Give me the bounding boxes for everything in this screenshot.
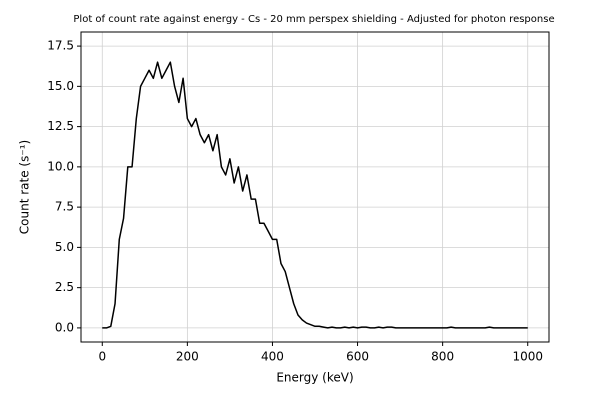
y-tick-label: 0.0 <box>55 320 74 334</box>
x-tick-label: 800 <box>431 350 454 364</box>
chart-title: Plot of count rate against energy - Cs -… <box>73 14 554 25</box>
data-line <box>102 61 528 329</box>
plot-frame <box>80 31 550 343</box>
y-tick-label: 15.0 <box>47 79 74 93</box>
x-tick-label: 400 <box>261 350 284 364</box>
y-tick-label: 17.5 <box>47 39 74 53</box>
y-tick-label: 12.5 <box>47 119 74 133</box>
y-axis-label: Count rate (s⁻¹) <box>18 140 32 234</box>
y-tick-label: 10.0 <box>47 159 74 173</box>
x-axis-label: Energy (keV) <box>276 371 353 385</box>
y-tick-label: 7.5 <box>55 200 74 214</box>
y-tick-label: 5.0 <box>55 240 74 254</box>
x-tick-label: 0 <box>98 350 106 364</box>
y-tick-label: 2.5 <box>55 280 74 294</box>
x-tick-label: 1000 <box>512 350 543 364</box>
x-tick-label: 600 <box>346 350 369 364</box>
x-tick-label: 200 <box>176 350 199 364</box>
